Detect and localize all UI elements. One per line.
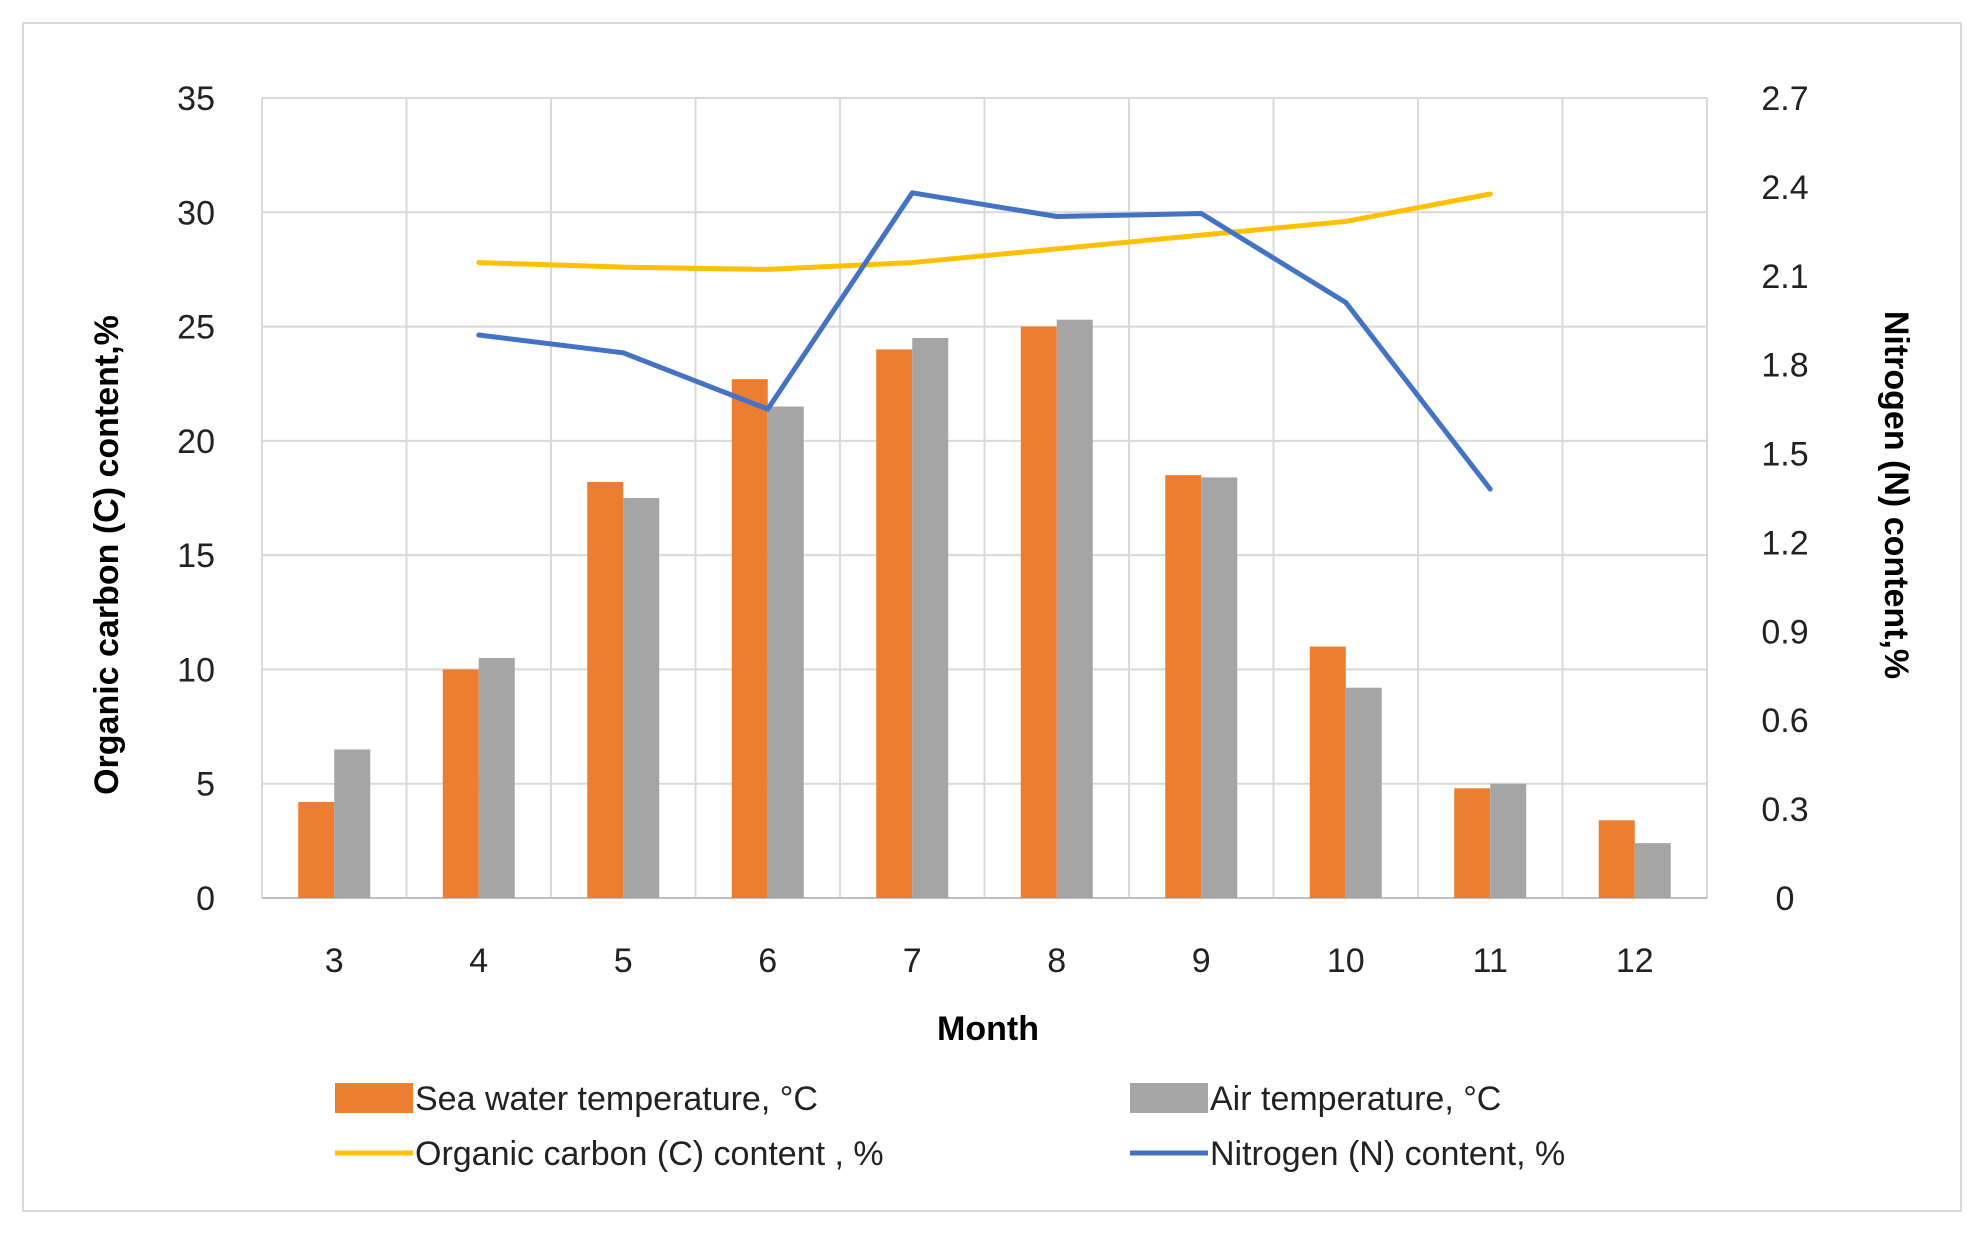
bar bbox=[731, 379, 768, 899]
y2-tick-label: 2.7 bbox=[1761, 80, 1808, 118]
y2-tick-label: 1.5 bbox=[1761, 436, 1808, 474]
y-tick-label: 30 bbox=[177, 194, 215, 232]
y2-tick-label: 2.4 bbox=[1761, 169, 1808, 207]
legend-label: Sea water temperature, °C bbox=[415, 1080, 818, 1118]
bar bbox=[1634, 843, 1671, 898]
bar bbox=[1309, 646, 1346, 898]
series-line bbox=[476, 191, 1493, 272]
bar bbox=[298, 802, 335, 898]
x-tick-label: 4 bbox=[469, 942, 488, 980]
x-tick-label: 11 bbox=[1473, 942, 1508, 980]
legend-label: Air temperature, °C bbox=[1210, 1080, 1501, 1118]
series-line bbox=[476, 190, 1493, 492]
chart-frame bbox=[22, 22, 1962, 1212]
bar bbox=[1598, 820, 1635, 898]
bar bbox=[876, 349, 913, 898]
bar bbox=[334, 749, 371, 898]
x-tick-label: 5 bbox=[614, 942, 633, 980]
y2-tick-label: 2.1 bbox=[1761, 258, 1808, 296]
x-tick-label: 3 bbox=[325, 942, 344, 980]
bar bbox=[912, 338, 949, 898]
y2-tick-label: 0.3 bbox=[1761, 791, 1808, 829]
x-tick-label: 8 bbox=[1047, 942, 1066, 980]
bar bbox=[623, 498, 660, 898]
bar bbox=[1345, 687, 1382, 898]
legend-label: Organic carbon (C) content , % bbox=[415, 1135, 884, 1173]
y2-axis-title: Nitrogen (N) content,% bbox=[1877, 311, 1915, 679]
y-axis-title: Organic carbon (C) content,% bbox=[88, 315, 126, 795]
y-tick-label: 5 bbox=[196, 766, 215, 804]
x-tick-label: 9 bbox=[1192, 942, 1211, 980]
ticks: 0510152025303500.30.60.91.21.51.82.12.42… bbox=[177, 80, 1808, 980]
bar bbox=[587, 482, 624, 898]
x-tick-label: 10 bbox=[1327, 942, 1365, 980]
bar bbox=[1201, 477, 1238, 898]
y2-tick-label: 1.8 bbox=[1761, 347, 1808, 385]
bar bbox=[1490, 783, 1527, 898]
x-tick-label: 7 bbox=[903, 942, 922, 980]
legend: Sea water temperature, °C Air temperature… bbox=[335, 1080, 1565, 1173]
y2-tick-label: 0.6 bbox=[1761, 702, 1808, 740]
y2-tick-label: 1.2 bbox=[1761, 524, 1808, 562]
y-tick-label: 15 bbox=[177, 537, 215, 575]
legend-swatch bbox=[1130, 1083, 1208, 1113]
y2-tick-label: 0.9 bbox=[1761, 613, 1808, 651]
legend-swatch bbox=[335, 1083, 413, 1113]
legend-label: Nitrogen (N) content, % bbox=[1210, 1135, 1565, 1173]
bar bbox=[1056, 319, 1093, 898]
y-tick-label: 0 bbox=[196, 880, 215, 918]
y-tick-label: 25 bbox=[177, 309, 215, 347]
y2-tick-label: 0 bbox=[1776, 880, 1795, 918]
x-tick-label: 6 bbox=[758, 942, 777, 980]
x-tick-label: 12 bbox=[1616, 942, 1654, 980]
bars bbox=[298, 319, 1671, 899]
bar bbox=[442, 669, 479, 898]
bar bbox=[767, 406, 804, 898]
bar bbox=[1165, 475, 1202, 898]
lines bbox=[476, 190, 1493, 492]
bar bbox=[1454, 788, 1491, 898]
x-axis-title: Month bbox=[937, 1010, 1039, 1048]
y-tick-label: 20 bbox=[177, 423, 215, 461]
bar bbox=[1020, 326, 1057, 899]
bar bbox=[478, 658, 515, 898]
y-tick-label: 35 bbox=[177, 80, 215, 118]
y-tick-label: 10 bbox=[177, 651, 215, 689]
